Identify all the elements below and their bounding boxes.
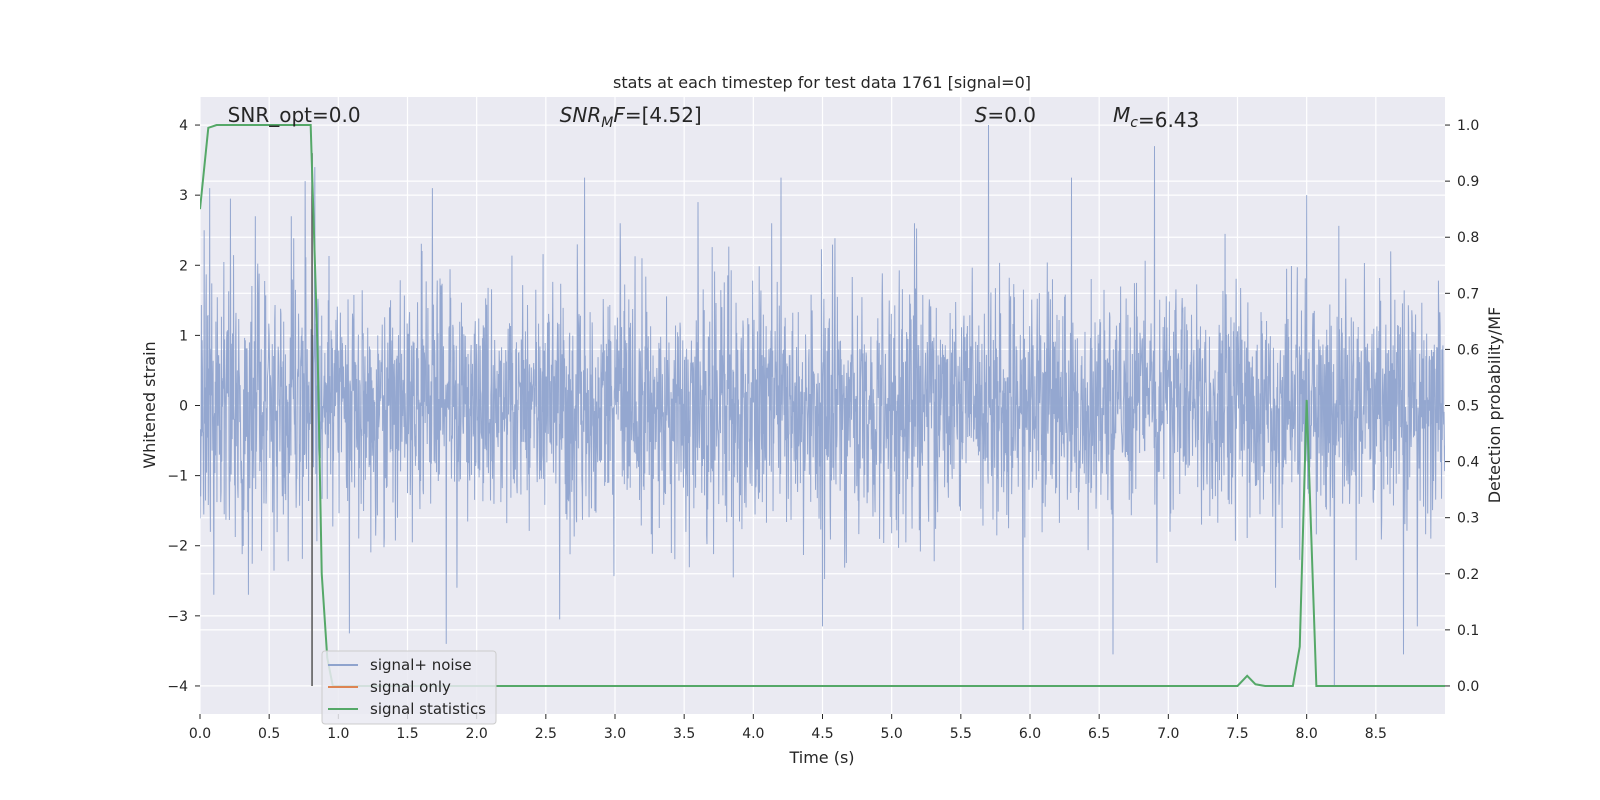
y-right-tick-label: 0.7 bbox=[1457, 286, 1479, 302]
y-left-tick-label: −3 bbox=[167, 609, 188, 625]
legend-label: signal only bbox=[370, 678, 451, 696]
y-right-tick-label: 0.0 bbox=[1457, 679, 1479, 695]
x-tick-label: 3.5 bbox=[673, 726, 695, 742]
y-left-tick-label: 2 bbox=[179, 258, 188, 274]
y-left-tick-label: 4 bbox=[179, 118, 188, 134]
x-tick-label: 5.5 bbox=[950, 726, 972, 742]
x-tick-label: 5.0 bbox=[881, 726, 903, 742]
y-left-tick-label: −4 bbox=[167, 679, 188, 695]
y-right-tick-label: 0.6 bbox=[1457, 342, 1479, 358]
y-left-tick-label: 0 bbox=[179, 399, 188, 415]
y-right-tick-label: 0.2 bbox=[1457, 567, 1479, 583]
x-tick-label: 7.0 bbox=[1157, 726, 1179, 742]
x-tick-label: 0.0 bbox=[189, 726, 211, 742]
y-right-tick-label: 1.0 bbox=[1457, 118, 1479, 134]
legend-box bbox=[321, 650, 497, 725]
y-right-tick-label: 0.8 bbox=[1457, 230, 1479, 246]
x-tick-label: 8.5 bbox=[1365, 726, 1387, 742]
x-tick-label: 8.0 bbox=[1296, 726, 1318, 742]
x-tick-label: 4.0 bbox=[742, 726, 764, 742]
y-left-tick-label: 1 bbox=[179, 328, 188, 344]
x-tick-label: 2.5 bbox=[535, 726, 557, 742]
legend: signal+ noise signal only signal statistic… bbox=[321, 650, 497, 725]
plot-content bbox=[200, 124, 1445, 687]
legend-label: signal+ noise bbox=[370, 656, 472, 674]
x-tick-label: 1.5 bbox=[396, 726, 418, 742]
y-left-tick-label: −2 bbox=[167, 539, 188, 555]
x-axis: 0.0 0.5 1.0 1.5 2.0 2.5 3.0 3.5 4.0 4.5 5.0 5.5 6.0 6… bbox=[189, 714, 1387, 742]
y-right-tick-label: 0.1 bbox=[1457, 623, 1479, 639]
x-tick-label: 6.5 bbox=[1088, 726, 1110, 742]
series-signal-statistics bbox=[200, 124, 1445, 687]
x-tick-label: 0.5 bbox=[258, 726, 280, 742]
x-tick-label: 7.5 bbox=[1226, 726, 1248, 742]
annotation: Mc=6.43 bbox=[1113, 103, 1199, 132]
y-axis-left: −4 −3 −2 −1 0 1 2 3 4 bbox=[167, 118, 200, 695]
x-tick-label: 3.0 bbox=[604, 726, 626, 742]
annotation: SNR_opt=0.0 bbox=[228, 103, 361, 127]
y-left-tick-label: 3 bbox=[179, 188, 188, 204]
x-tick-label: 2.0 bbox=[466, 726, 488, 742]
series-signal-noise bbox=[200, 125, 1445, 686]
chart-title: stats at each timestep for test data 176… bbox=[613, 73, 1031, 92]
legend-label: signal statistics bbox=[370, 700, 486, 718]
y-right-tick-label: 0.3 bbox=[1457, 511, 1479, 527]
y-left-tick-label: −1 bbox=[167, 469, 188, 485]
x-tick-label: 6.0 bbox=[1019, 726, 1041, 742]
annotations: SNR_opt=0.0 SNRMF=[4.52] S=0.0 Mc=6.43 bbox=[228, 103, 1200, 132]
y-axis-right: 0.0 0.1 0.2 0.3 0.4 0.5 0.6 0.7 0.8 0.9 1.0 bbox=[1445, 118, 1479, 695]
x-tick-label: 4.5 bbox=[811, 726, 833, 742]
x-axis-label: Time (s) bbox=[788, 748, 854, 767]
x-tick-label: 1.0 bbox=[327, 726, 349, 742]
y-axis-label-left: Whitened strain bbox=[140, 341, 159, 468]
annotation: SNRMF=[4.52] bbox=[560, 103, 702, 131]
y-axis-label-right: Detection probability/MF bbox=[1485, 307, 1504, 504]
y-right-tick-label: 0.5 bbox=[1457, 399, 1479, 415]
annotation: S=0.0 bbox=[975, 103, 1036, 127]
y-right-tick-label: 0.4 bbox=[1457, 455, 1479, 471]
y-right-tick-label: 0.9 bbox=[1457, 174, 1479, 190]
